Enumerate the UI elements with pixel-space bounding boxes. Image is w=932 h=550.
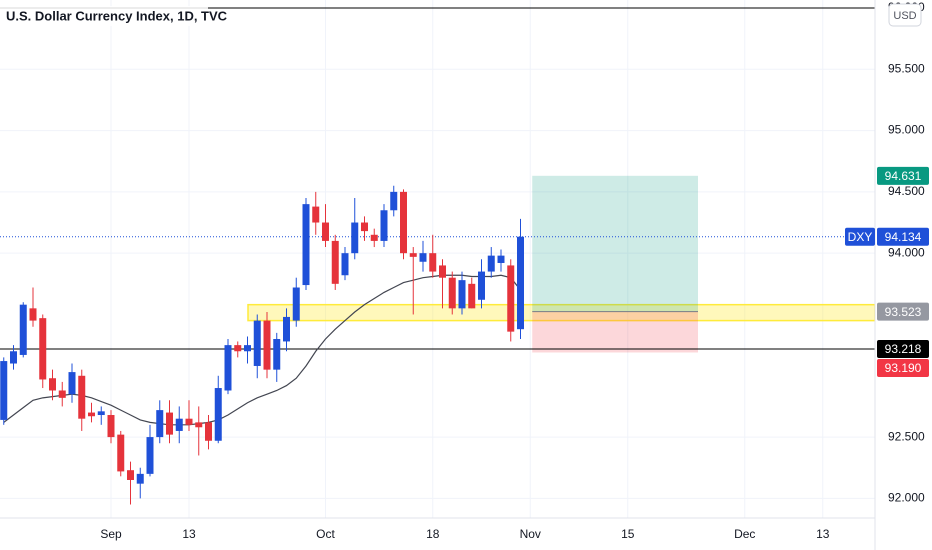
x-tick-label: Dec xyxy=(734,527,755,541)
candle-body xyxy=(166,412,173,435)
candle-body xyxy=(214,388,222,441)
candle-body xyxy=(156,410,164,438)
y-tick-label: 94.000 xyxy=(888,245,925,259)
candle-body xyxy=(468,283,476,309)
y-tick-label: 92.500 xyxy=(888,429,925,443)
x-tick-label: 15 xyxy=(621,527,635,541)
y-tick-label: 95.500 xyxy=(888,61,925,75)
x-tick-label: 18 xyxy=(426,527,440,541)
candle-body xyxy=(58,390,66,398)
candle-body xyxy=(283,316,290,342)
candle-body xyxy=(341,253,349,276)
candle-body xyxy=(19,304,27,355)
candle-body xyxy=(244,345,251,352)
candle-body xyxy=(88,412,95,417)
price-label-box xyxy=(877,227,929,246)
symbol-label: DXY xyxy=(848,230,873,244)
candle-body xyxy=(497,255,505,263)
candle-body xyxy=(107,415,115,438)
candle-body xyxy=(195,422,203,428)
candle-body xyxy=(292,287,300,321)
candle-body xyxy=(409,253,417,257)
x-tick-label: Sep xyxy=(100,527,122,541)
candle-body xyxy=(185,418,193,425)
candle-body xyxy=(29,308,37,321)
currency-box xyxy=(888,3,922,27)
price-label: 94.631 xyxy=(885,169,922,183)
position-loss xyxy=(532,311,698,353)
candle-body xyxy=(205,422,212,441)
candle-body xyxy=(507,265,515,332)
candle-body xyxy=(78,375,86,419)
position-profit xyxy=(532,175,698,312)
candle-body xyxy=(517,236,524,330)
x-tick-label: 13 xyxy=(182,527,196,541)
price-label-box xyxy=(877,359,929,378)
candle-body xyxy=(419,253,427,262)
candle-body xyxy=(127,470,134,480)
candle-body xyxy=(273,338,281,370)
candle-body xyxy=(97,411,105,416)
candle-body xyxy=(331,240,339,284)
candle-body xyxy=(117,434,125,472)
candle-body xyxy=(146,437,154,474)
time-axis xyxy=(0,518,875,550)
symbol-box xyxy=(845,227,875,246)
candle-body xyxy=(478,271,485,300)
candle-body xyxy=(312,206,320,223)
candle-body xyxy=(400,191,407,254)
currency-label: USD xyxy=(893,10,916,22)
title-bg xyxy=(0,6,208,26)
y-tick-label: 92.000 xyxy=(888,491,925,505)
candle-body xyxy=(263,320,271,370)
y-tick-label: 94.500 xyxy=(888,184,925,198)
candle-body xyxy=(302,204,310,286)
x-tick-label: 13 xyxy=(816,527,830,541)
candle-body xyxy=(351,222,359,254)
moving-average xyxy=(3,274,521,426)
candle-body xyxy=(136,473,144,484)
price-label-box xyxy=(877,340,929,359)
price-label: 94.134 xyxy=(885,230,922,244)
candle-body xyxy=(458,280,466,309)
candle-body xyxy=(0,361,8,420)
candle-body xyxy=(380,210,388,241)
candle-body xyxy=(234,345,242,352)
candle-body xyxy=(487,255,495,272)
price-label: 93.523 xyxy=(885,305,922,319)
x-tick-label: Nov xyxy=(520,527,541,541)
price-label-box xyxy=(877,166,929,185)
candle-body xyxy=(49,378,56,391)
candle-body xyxy=(10,351,17,364)
price-axis xyxy=(875,0,932,550)
candle-body xyxy=(361,222,368,232)
candle-body xyxy=(322,222,329,241)
x-tick-label: Oct xyxy=(316,527,335,541)
candle-body xyxy=(439,265,446,278)
candle-body xyxy=(39,318,47,380)
price-label: 93.190 xyxy=(885,361,922,375)
candle-body xyxy=(68,372,76,395)
candle-body xyxy=(448,277,456,309)
candle-body xyxy=(370,234,378,241)
candle-body xyxy=(429,253,437,272)
chart-title: U.S. Dollar Currency Index, 1D, TVC xyxy=(6,8,228,23)
price-label-box xyxy=(877,302,929,321)
price-label: 93.218 xyxy=(885,342,922,356)
candle-body xyxy=(175,418,183,431)
candle-body xyxy=(224,345,232,391)
candle-body xyxy=(253,320,261,366)
y-tick-label: 95.000 xyxy=(888,123,925,137)
candle-body xyxy=(390,191,398,211)
